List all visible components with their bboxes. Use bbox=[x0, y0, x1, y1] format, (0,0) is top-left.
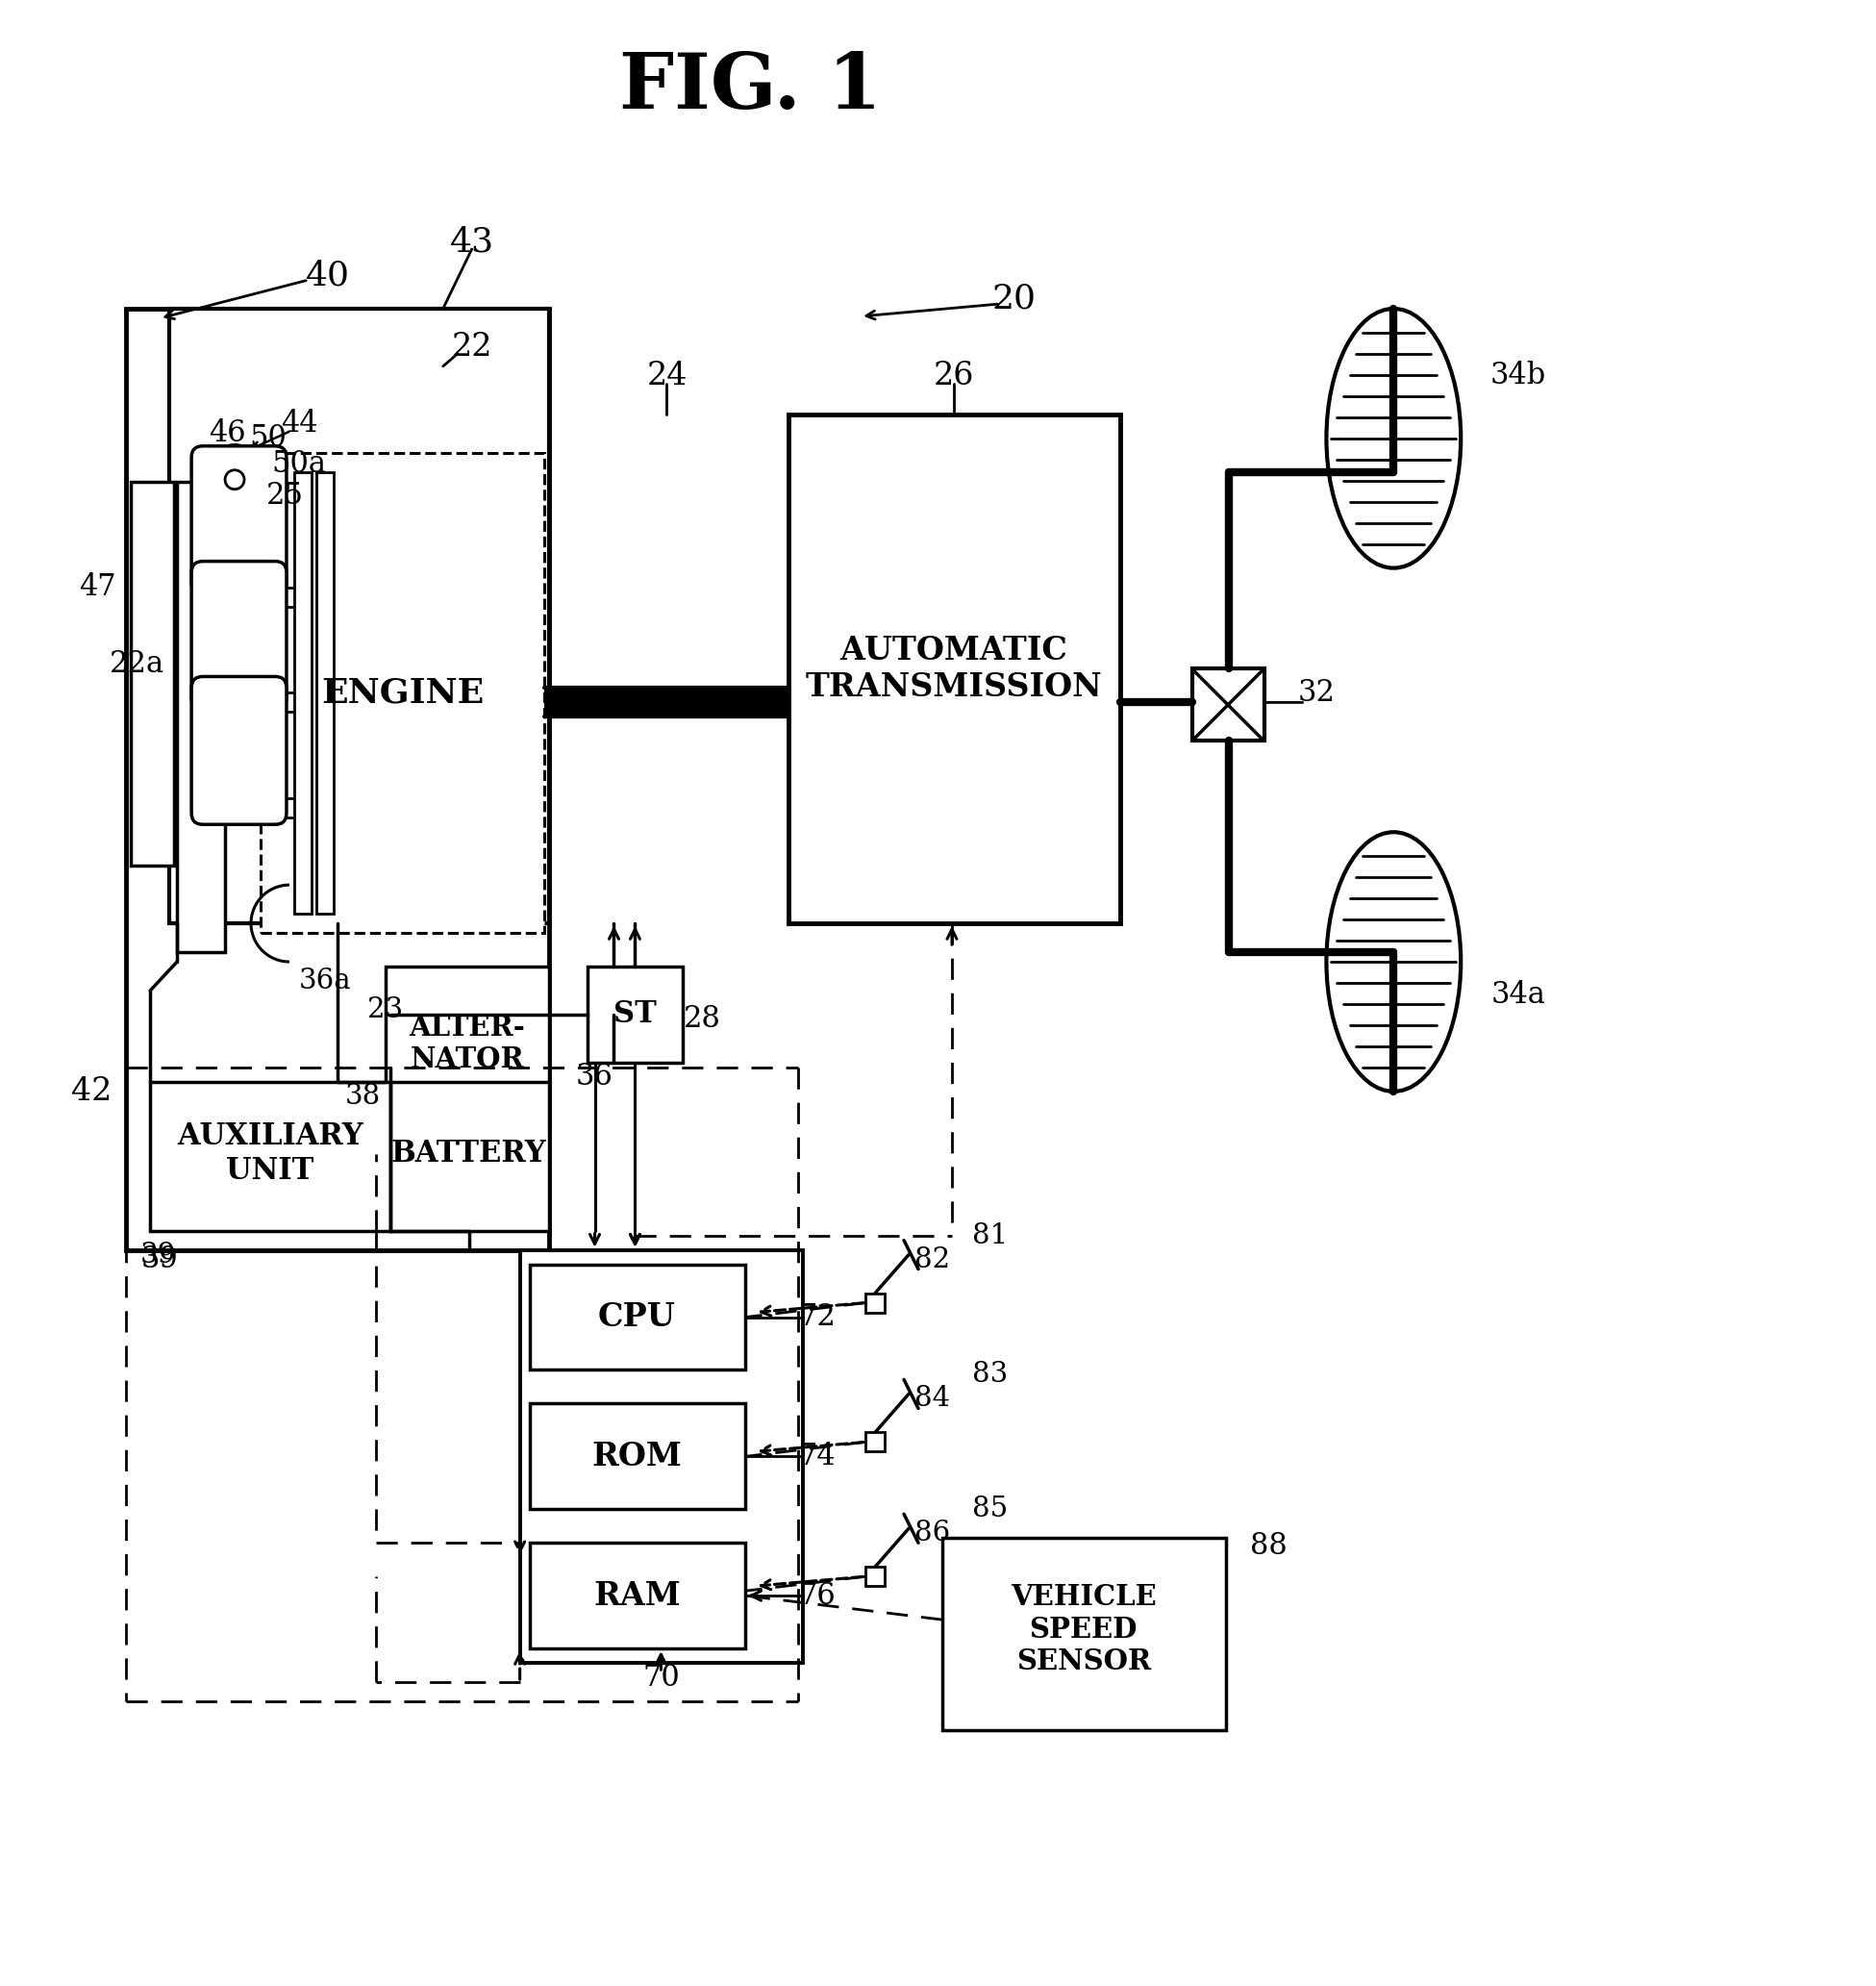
Text: 42: 42 bbox=[71, 1076, 113, 1106]
Ellipse shape bbox=[1326, 832, 1461, 1092]
Bar bbox=[529, 1543, 745, 1648]
Text: RAM: RAM bbox=[593, 1579, 681, 1611]
Bar bbox=[942, 1537, 1225, 1730]
Text: ALTER-
NATOR: ALTER- NATOR bbox=[409, 1013, 525, 1074]
Text: AUTOMATIC
TRANSMISSION: AUTOMATIC TRANSMISSION bbox=[805, 636, 1103, 703]
Bar bbox=[385, 967, 548, 1124]
Bar bbox=[788, 415, 1120, 923]
Text: 82: 82 bbox=[915, 1245, 951, 1273]
Bar bbox=[865, 1567, 885, 1587]
Bar bbox=[280, 798, 298, 818]
Bar bbox=[865, 1432, 885, 1452]
FancyBboxPatch shape bbox=[191, 677, 287, 824]
Text: ROM: ROM bbox=[591, 1440, 683, 1472]
Text: 83: 83 bbox=[972, 1360, 1007, 1388]
Text: FIG. 1: FIG. 1 bbox=[619, 50, 882, 125]
Text: ENGINE: ENGINE bbox=[321, 677, 484, 709]
Text: 84: 84 bbox=[915, 1386, 951, 1412]
Bar bbox=[126, 308, 548, 1249]
FancyBboxPatch shape bbox=[191, 562, 287, 709]
Text: 44: 44 bbox=[281, 409, 317, 439]
Bar bbox=[295, 473, 311, 914]
Text: 74: 74 bbox=[799, 1442, 837, 1472]
Text: 50a: 50a bbox=[272, 449, 326, 479]
Text: ST: ST bbox=[613, 999, 657, 1029]
Text: VEHICLE
SPEED
SENSOR: VEHICLE SPEED SENSOR bbox=[1011, 1583, 1156, 1676]
Text: 39: 39 bbox=[141, 1245, 178, 1275]
Text: 46: 46 bbox=[208, 419, 246, 449]
Text: 28: 28 bbox=[683, 1005, 720, 1035]
Text: 70: 70 bbox=[642, 1662, 679, 1692]
Text: CPU: CPU bbox=[598, 1301, 675, 1333]
Bar bbox=[261, 453, 544, 933]
Bar bbox=[317, 473, 334, 914]
Text: 38: 38 bbox=[345, 1082, 381, 1110]
Text: 81: 81 bbox=[972, 1221, 1007, 1249]
Bar bbox=[520, 1249, 803, 1662]
Bar bbox=[587, 967, 683, 1063]
Text: 40: 40 bbox=[306, 258, 351, 292]
Text: 76: 76 bbox=[799, 1581, 837, 1611]
Text: 34b: 34b bbox=[1490, 361, 1546, 391]
Text: 20: 20 bbox=[992, 282, 1036, 316]
Text: 72: 72 bbox=[799, 1303, 837, 1333]
Text: 36a: 36a bbox=[298, 967, 353, 995]
Text: 88: 88 bbox=[1249, 1531, 1287, 1561]
Bar bbox=[280, 693, 298, 713]
Bar bbox=[529, 1404, 745, 1509]
Text: 43: 43 bbox=[450, 224, 493, 258]
Text: 24: 24 bbox=[647, 361, 687, 391]
Bar bbox=[150, 1082, 390, 1231]
Text: 50: 50 bbox=[250, 423, 287, 453]
Bar bbox=[865, 1293, 885, 1313]
Text: 22: 22 bbox=[452, 332, 492, 363]
Circle shape bbox=[225, 471, 244, 489]
Text: 36: 36 bbox=[576, 1063, 613, 1092]
Text: 26: 26 bbox=[934, 361, 974, 391]
Bar bbox=[169, 308, 548, 923]
Text: 34a: 34a bbox=[1491, 981, 1546, 1011]
Bar bbox=[1191, 669, 1264, 741]
FancyBboxPatch shape bbox=[191, 447, 287, 594]
Text: 23: 23 bbox=[368, 997, 403, 1023]
Text: 85: 85 bbox=[972, 1495, 1007, 1523]
Bar bbox=[544, 687, 788, 717]
Bar bbox=[131, 481, 174, 866]
Text: 22a: 22a bbox=[109, 649, 165, 679]
Text: 25: 25 bbox=[266, 481, 304, 510]
Circle shape bbox=[208, 445, 261, 498]
Text: 47: 47 bbox=[79, 572, 116, 602]
Text: BATTERY: BATTERY bbox=[392, 1138, 546, 1170]
Bar bbox=[529, 1265, 745, 1370]
Ellipse shape bbox=[1326, 308, 1461, 568]
Bar bbox=[390, 1082, 548, 1231]
Text: 39: 39 bbox=[141, 1241, 176, 1269]
Text: AUXILIARY
UNIT: AUXILIARY UNIT bbox=[176, 1122, 364, 1186]
Bar bbox=[280, 588, 298, 606]
Text: 32: 32 bbox=[1298, 677, 1336, 707]
Text: 86: 86 bbox=[915, 1519, 951, 1547]
Bar bbox=[176, 481, 225, 951]
